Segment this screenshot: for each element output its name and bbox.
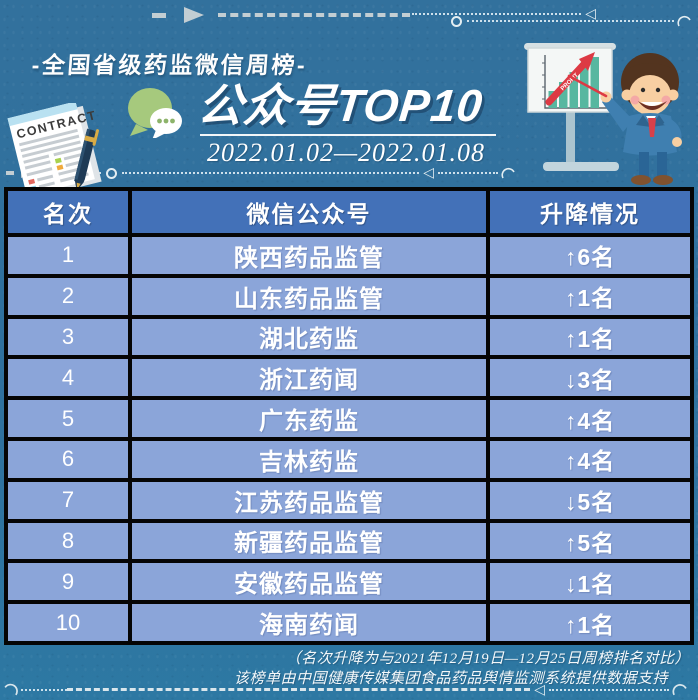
dotted-line	[438, 172, 498, 174]
account-cell: 陕西药品监管	[132, 237, 486, 274]
rank-cell: 4	[8, 359, 128, 397]
account-cell: 新疆药品监管	[132, 522, 486, 560]
title-row: 公众号TOP10	[126, 80, 486, 138]
dashed-line	[218, 13, 410, 17]
dash-segment	[6, 171, 14, 175]
account-cell: 浙江药闻	[132, 359, 486, 397]
spiral-doodle-icon	[4, 683, 18, 696]
account-cell: 山东药品监管	[132, 277, 486, 315]
dotted-line	[467, 20, 674, 22]
rank-cell: 5	[8, 400, 128, 437]
rank-cell: 3	[8, 318, 128, 356]
rank-cell: 9	[8, 563, 128, 601]
left-triangle-icon: ◁	[534, 681, 545, 698]
change-cell: ↓1名	[490, 563, 690, 601]
presenter-man	[567, 53, 682, 185]
column-header-rank: 名次	[8, 191, 128, 233]
spiral-doodle-icon	[677, 15, 691, 27]
change-cell: ↑1名	[490, 318, 690, 356]
rank-cell: 10	[8, 604, 128, 641]
change-cell: ↑4名	[490, 400, 690, 437]
contract-document-illustration: CONTRACT	[7, 103, 102, 193]
rank-cell: 2	[8, 277, 128, 315]
board-pole	[566, 110, 575, 164]
account-cell: 江苏药品监管	[132, 481, 486, 519]
footnote-comparison: （名次升降为与2021年12月19日—12月25日周榜排名对比）	[285, 651, 690, 667]
change-cell: ↑6名	[490, 237, 690, 274]
account-cell: 吉林药监	[132, 440, 486, 478]
ranking-table: 名次 微信公众号 升降情况 1 陕西药品监管 ↑6名 2 山东药品监管 ↑1名 …	[4, 187, 694, 645]
circle-doodle-icon	[451, 15, 462, 27]
account-cell: 海南药闻	[132, 604, 486, 641]
bottom-dashed-doodle: ◁	[0, 682, 690, 697]
dash-segment	[152, 12, 166, 18]
title-underline	[200, 134, 496, 136]
rank-cell: 7	[8, 481, 128, 519]
column-header-change: 升降情况	[490, 191, 690, 233]
change-cell: ↑1名	[490, 277, 690, 315]
poster-title: 公众号TOP10	[195, 80, 486, 131]
column-header-account: 微信公众号	[132, 191, 486, 233]
dotted-line	[122, 172, 420, 174]
top-dotted-doodle-2	[446, 14, 694, 28]
change-cell: ↑1名	[490, 604, 690, 641]
top-dashed-arrow-doodle	[152, 7, 410, 23]
spiral-doodle-icon	[672, 684, 687, 696]
presenter-whiteboard-illustration: PROFIT	[524, 43, 682, 185]
change-cell: ↓5名	[490, 481, 690, 519]
left-triangle-icon: ◁	[423, 165, 434, 181]
rank-cell: 6	[8, 440, 128, 478]
date-range: 2022.01.02—2022.01.08	[206, 138, 486, 167]
board-base	[543, 162, 619, 171]
pen-icon	[74, 128, 99, 191]
top-dotted-doodle-1: ◁	[412, 6, 600, 22]
change-cell: ↓3名	[490, 359, 690, 397]
dotted-line	[412, 13, 582, 15]
change-cell: ↑5名	[490, 522, 690, 560]
rank-cell: 8	[8, 522, 128, 560]
footnote-source: 该榜单由中国健康传媒集团食品药品舆情监测系统提供数据支持	[233, 671, 668, 687]
account-cell: 湖北药监	[132, 318, 486, 356]
dotted-line	[549, 688, 669, 691]
circle-doodle-icon	[106, 167, 117, 179]
poster-kicker: -全国省级药监微信周榜-	[30, 52, 309, 78]
account-cell: 安徽药品监管	[132, 563, 486, 601]
account-cell: 广东药监	[132, 400, 486, 437]
spiral-doodle-icon	[501, 167, 515, 179]
dotted-line	[21, 688, 67, 691]
wechat-icon	[128, 88, 182, 138]
right-arrow-icon	[184, 7, 204, 23]
change-cell: ↑4名	[490, 440, 690, 478]
dashed-line	[67, 688, 531, 691]
rank-cell: 1	[8, 237, 128, 274]
left-triangle-icon: ◁	[585, 6, 596, 22]
